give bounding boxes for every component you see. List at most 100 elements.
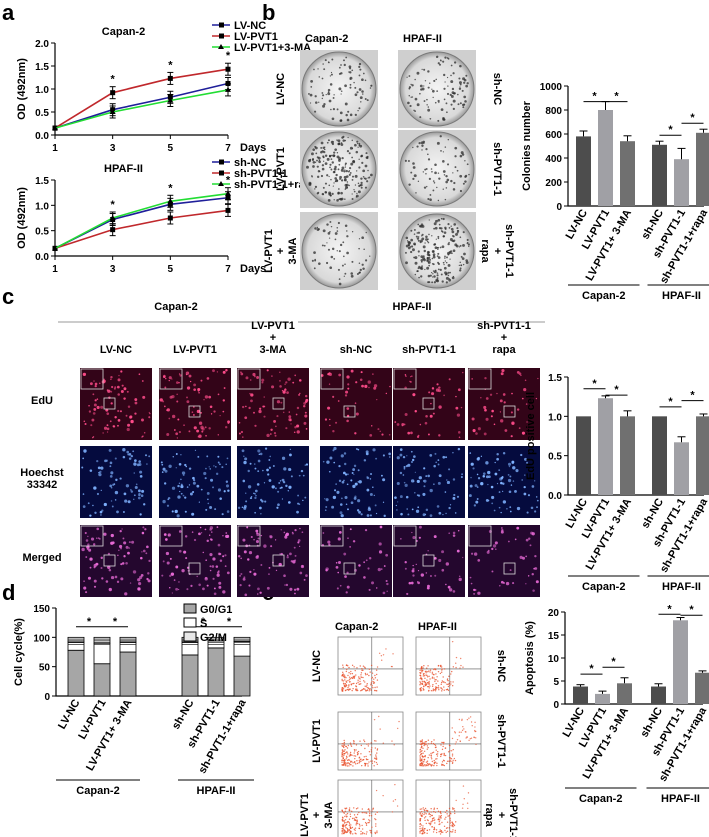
event-dot xyxy=(459,657,462,660)
colony xyxy=(331,161,334,164)
colony xyxy=(330,158,333,161)
bar-segment-G0/G1 xyxy=(67,649,85,697)
nucleus xyxy=(424,513,427,516)
nucleus xyxy=(530,531,534,535)
event-dot xyxy=(442,831,444,833)
colony xyxy=(468,245,470,248)
nucleus xyxy=(175,432,179,436)
event-dot xyxy=(368,688,371,691)
colony xyxy=(327,232,331,235)
nucleus xyxy=(403,423,406,426)
colony xyxy=(443,263,445,266)
bar xyxy=(673,620,688,704)
event-dot xyxy=(352,833,354,835)
y-tick-label: 0 xyxy=(553,700,559,711)
colony xyxy=(429,274,432,277)
nucleus xyxy=(259,591,262,594)
colony xyxy=(442,160,445,163)
nucleus xyxy=(269,535,271,537)
colony xyxy=(328,184,331,187)
series-line-0 xyxy=(54,82,229,129)
event-dot xyxy=(351,754,353,756)
nucleus xyxy=(212,486,214,489)
nucleus xyxy=(298,503,301,505)
nucleus xyxy=(368,557,372,560)
nucleus xyxy=(204,395,209,399)
colony xyxy=(462,243,465,247)
event-dot xyxy=(446,679,449,681)
nucleus xyxy=(303,421,307,425)
nucleus xyxy=(400,538,402,540)
flow-header-capan2: Capan-2 xyxy=(335,621,378,633)
nucleus xyxy=(103,502,107,507)
nucleus xyxy=(191,531,194,533)
nucleus xyxy=(82,457,85,460)
nucleus xyxy=(418,536,421,539)
bar xyxy=(617,683,632,704)
nucleus xyxy=(105,408,109,412)
nucleus xyxy=(375,457,378,460)
nucleus xyxy=(365,452,369,456)
nucleus xyxy=(347,383,350,386)
row-label-right-2-line: + xyxy=(491,248,503,254)
nucleus xyxy=(475,500,479,504)
colony xyxy=(361,90,364,93)
nucleus xyxy=(273,432,277,435)
row-label-right-2-line: rapa xyxy=(479,239,491,263)
event-dot xyxy=(451,727,453,729)
nucleus xyxy=(437,463,440,466)
nucleus xyxy=(261,378,265,382)
colony xyxy=(426,256,429,259)
nucleus xyxy=(100,405,104,409)
event-dot xyxy=(433,739,435,741)
event-dot xyxy=(440,830,442,833)
event-dot xyxy=(447,689,450,692)
event-dot xyxy=(453,808,455,810)
colony xyxy=(465,84,469,88)
nucleus xyxy=(200,532,203,534)
event-dot xyxy=(423,817,426,819)
event-dot xyxy=(431,814,433,817)
colony xyxy=(352,175,355,178)
nucleus xyxy=(211,531,213,533)
micrograph xyxy=(468,525,540,597)
nucleus xyxy=(222,535,224,537)
nucleus xyxy=(502,500,507,504)
y-tick-label: 800 xyxy=(545,106,562,117)
nucleus xyxy=(96,527,100,531)
colony xyxy=(444,260,447,262)
event-dot xyxy=(463,728,465,730)
event-dot xyxy=(346,747,349,749)
nucleus xyxy=(396,509,398,511)
event-dot xyxy=(429,671,431,673)
event-dot xyxy=(344,749,346,751)
colony xyxy=(355,196,358,198)
colony xyxy=(424,168,427,171)
flow-plot xyxy=(415,779,482,837)
legend-label: sh-PVT1-1+rapa xyxy=(234,179,318,191)
column-label-5-line: + xyxy=(501,332,507,344)
nucleus xyxy=(110,378,112,381)
event-dot xyxy=(341,751,343,754)
y-tick-label: 5 xyxy=(553,677,559,688)
y-axis-label: OD (492nm) xyxy=(16,58,28,120)
event-dot xyxy=(392,653,394,655)
colony xyxy=(456,231,459,234)
event-dot xyxy=(375,740,377,742)
colony xyxy=(459,174,463,178)
colony xyxy=(428,233,430,236)
colony xyxy=(349,76,353,80)
nucleus xyxy=(343,552,347,556)
event-dot xyxy=(454,829,457,832)
nucleus xyxy=(256,483,260,486)
micrograph xyxy=(237,446,309,518)
nucleus xyxy=(500,580,504,584)
nucleus xyxy=(382,454,385,457)
event-dot xyxy=(433,807,436,809)
nucleus xyxy=(123,541,127,545)
nucleus xyxy=(502,482,505,485)
colony xyxy=(462,231,465,234)
nucleus xyxy=(112,425,115,428)
nucleus xyxy=(257,470,260,473)
event-dot xyxy=(363,832,365,835)
